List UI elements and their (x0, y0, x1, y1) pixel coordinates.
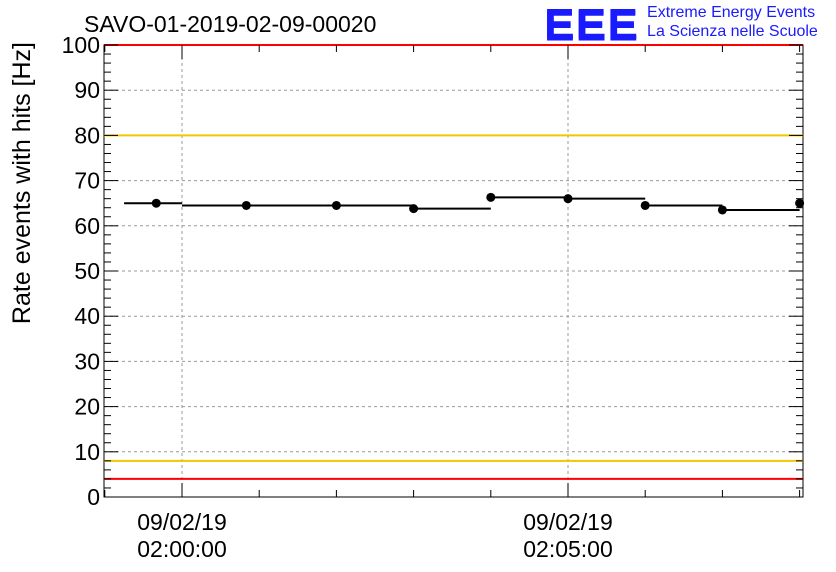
data-point (241, 200, 251, 210)
y-tick-label: 60 (74, 213, 100, 239)
data-point (331, 200, 341, 210)
y-tick-label: 100 (62, 32, 100, 58)
eee-logo-line2: La Scienza nelle Scuole (647, 23, 818, 40)
x-tick-label-time: 02:05:00 (523, 536, 613, 562)
y-tick-label: 30 (74, 348, 100, 374)
y-tick-label: 10 (74, 439, 100, 465)
y-tick-label: 70 (74, 168, 100, 194)
y-tick-label: 90 (74, 77, 100, 103)
eee-logo-text: Extreme Energy Events La Scienza nelle S… (647, 3, 818, 41)
data-point (151, 198, 161, 208)
data-point (717, 205, 727, 215)
eee-logo: EEE Extreme Energy Events La Scienza nel… (544, 2, 818, 46)
y-tick-label: 40 (74, 303, 100, 329)
y-tick-label: 80 (74, 122, 100, 148)
y-tick-label: 20 (74, 394, 100, 420)
chart-title: SAVO-01-2019-02-09-00020 (84, 11, 376, 37)
eee-logo-line1: Extreme Energy Events (647, 4, 816, 21)
x-tick-label-time: 02:00:00 (137, 536, 227, 562)
eee-logo-mark: EEE (544, 0, 640, 48)
y-tick-label: 0 (87, 484, 100, 510)
data-point (640, 200, 650, 210)
data-point (486, 192, 496, 202)
x-tick-label-date: 09/02/19 (523, 509, 613, 535)
data-point (409, 204, 419, 214)
data-point (563, 194, 573, 204)
y-tick-label: 50 (74, 258, 100, 284)
data-point (795, 198, 805, 208)
x-tick-label-date: 09/02/19 (137, 509, 227, 535)
y-axis-label: Rate events with hits [Hz] (8, 42, 36, 324)
